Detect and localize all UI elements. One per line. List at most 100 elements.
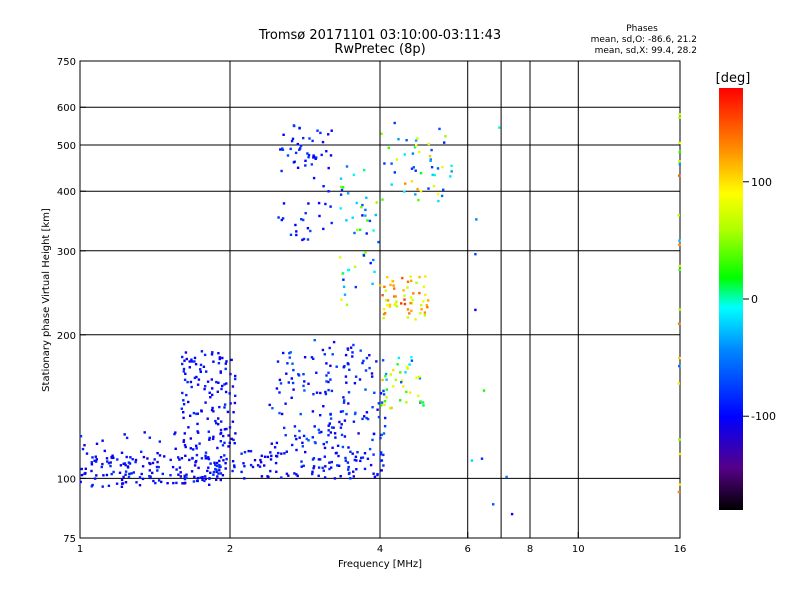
data-point [433,173,436,177]
data-point [204,457,207,460]
data-point [193,376,197,380]
data-point [372,432,376,436]
data-point [470,459,474,462]
data-point [196,479,199,483]
data-point [422,300,425,303]
data-point [381,294,384,297]
data-point [678,364,681,368]
data-point [148,469,151,472]
data-point [251,465,255,469]
data-point [403,302,407,306]
data-point [380,433,383,437]
data-point [415,281,418,284]
data-point [233,442,236,445]
data-point [243,477,246,480]
data-point [183,477,187,481]
data-point [102,474,105,477]
data-point [420,308,423,311]
data-point [351,351,354,354]
data-point [231,460,235,463]
data-point [226,410,230,414]
data-point [347,468,350,471]
data-point [333,432,337,435]
data-point [427,142,430,146]
data-point [305,437,308,441]
data-point [174,447,177,450]
data-point [415,376,418,379]
data-point [415,144,418,147]
data-point [200,457,204,460]
data-point [195,375,198,379]
data-point [311,472,314,476]
data-point [158,454,162,457]
data-point [355,468,358,471]
data-point [295,230,298,233]
data-point [379,392,383,395]
data-point [303,356,307,359]
data-point [169,474,172,477]
data-point [157,479,161,482]
data-point [185,476,188,479]
data-point [182,399,185,402]
data-point [222,459,225,462]
data-point [678,483,682,486]
data-point [365,232,368,235]
data-point [182,411,185,414]
data-point [204,454,207,457]
data-point [380,401,384,404]
data-point [225,427,228,431]
data-point [409,296,413,299]
data-point [280,412,284,416]
data-point [482,389,486,392]
data-point [409,301,412,305]
data-point [107,484,111,487]
data-point [304,164,307,167]
data-point [345,381,348,384]
data-point [281,148,285,151]
data-point [221,444,225,447]
data-point [183,359,186,362]
data-point [218,459,221,463]
data-point [295,233,298,237]
data-point [365,411,369,414]
data-point [192,480,196,483]
data-point [240,452,243,455]
x-tick-label: 6 [465,544,471,555]
data-point [408,363,411,366]
data-point [323,455,326,458]
data-point [329,417,333,420]
data-point [119,464,123,467]
data-point [220,387,223,391]
data-point [249,450,253,453]
data-point [225,457,228,461]
data-point [425,304,428,307]
data-point [321,466,324,469]
data-point [311,410,315,413]
data-point [211,393,214,397]
data-point [424,275,427,278]
data-point [178,466,182,469]
data-point [395,300,398,303]
data-point [199,370,202,373]
data-point [418,375,421,379]
data-point [339,193,343,196]
data-point [185,393,188,397]
data-point [202,365,206,368]
data-point [282,202,286,205]
data-point [410,167,414,170]
data-point [369,261,372,265]
data-point [678,141,681,145]
data-point [342,278,345,281]
data-point [90,469,93,473]
data-point [287,474,290,477]
data-point [90,461,93,464]
data-point [492,503,495,506]
data-point [361,214,364,217]
data-point [178,458,181,461]
data-point [368,366,371,370]
data-point [231,385,235,388]
data-point [322,469,325,472]
data-point [169,458,172,462]
data-point [327,371,330,374]
data-point [224,390,228,394]
